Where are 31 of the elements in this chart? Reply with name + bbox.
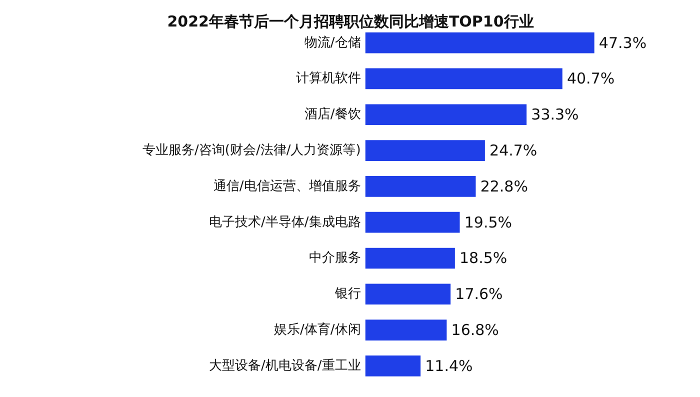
data-label: 22.8% xyxy=(480,177,528,196)
data-label: 24.7% xyxy=(490,142,538,160)
bar xyxy=(365,104,527,126)
bar xyxy=(365,356,421,376)
y-tick-label: 电子技术/半导体/集成电路 xyxy=(209,214,361,230)
bar xyxy=(365,140,485,161)
bar xyxy=(365,32,594,54)
chart-title: 2022年春节后一个月招聘职位数同比增速TOP10行业 xyxy=(167,12,534,30)
data-label: 19.5% xyxy=(464,213,512,232)
data-label: 16.8% xyxy=(451,321,499,340)
data-label: 11.4% xyxy=(425,356,473,375)
bar xyxy=(365,248,455,269)
y-tick-label: 中介服务 xyxy=(308,250,361,266)
y-tick-label: 银行 xyxy=(334,286,361,302)
bar xyxy=(365,212,460,233)
bar xyxy=(365,284,451,305)
y-tick-label: 计算机软件 xyxy=(296,71,361,86)
y-tick-label: 通信/电信运营、增值服务 xyxy=(213,178,361,194)
y-tick-label: 娱乐/体育/休闲 xyxy=(274,322,361,338)
data-label: 40.7% xyxy=(566,70,615,88)
bar xyxy=(365,68,562,90)
bar xyxy=(365,176,476,197)
bar xyxy=(365,320,447,340)
data-label: 17.6% xyxy=(455,285,503,304)
data-label: 18.5% xyxy=(460,249,508,268)
y-tick-label: 物流/仓储 xyxy=(304,34,361,50)
y-tick-label: 酒店/餐饮 xyxy=(304,106,361,122)
y-tick-label: 专业服务/咨询(财会/法律/人力资源等) xyxy=(142,143,361,158)
data-label: 33.3% xyxy=(531,106,579,124)
y-tick-label: 大型设备/机电设备/重工业 xyxy=(209,358,361,374)
data-label: 47.3% xyxy=(598,34,647,52)
